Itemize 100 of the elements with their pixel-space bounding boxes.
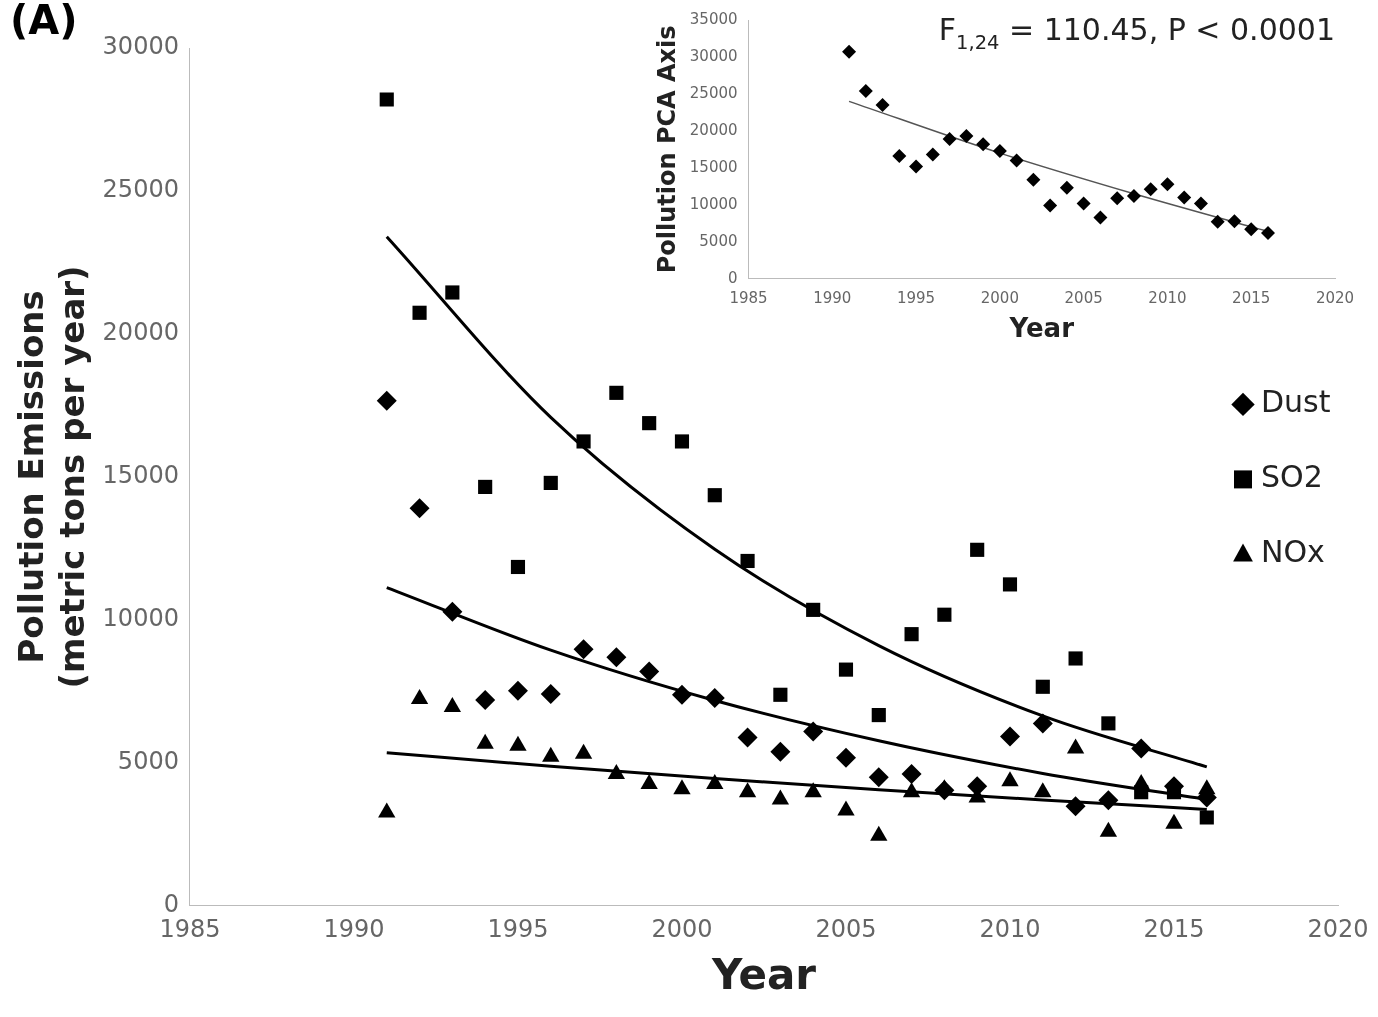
point — [1001, 771, 1019, 787]
y-tick-label: 5000 — [117, 747, 179, 776]
point — [673, 779, 691, 795]
x-tick-label: 2000 — [651, 915, 713, 944]
point — [542, 746, 560, 762]
legend-label: NOx — [1261, 534, 1325, 570]
point — [507, 680, 528, 701]
point — [607, 763, 626, 779]
point — [892, 149, 907, 164]
point — [1076, 196, 1091, 211]
y-tick-label: 10000 — [689, 194, 738, 213]
point — [925, 147, 940, 162]
point — [901, 763, 922, 784]
point — [704, 687, 725, 708]
y-tick-label: 25000 — [102, 175, 179, 204]
point — [870, 825, 888, 841]
y-tick-label: 15000 — [102, 461, 179, 490]
y-tick-label: 10000 — [102, 604, 179, 633]
point — [543, 475, 558, 490]
point — [1165, 813, 1183, 829]
x-tick-label: 1995 — [896, 288, 936, 307]
chart-title: (A) — [10, 0, 78, 44]
point — [1260, 225, 1275, 240]
point — [804, 782, 822, 798]
x-tick-label: 1995 — [487, 915, 549, 944]
point — [674, 434, 690, 449]
point — [909, 159, 924, 174]
point — [1110, 191, 1125, 206]
point — [1002, 577, 1018, 592]
point — [902, 782, 921, 798]
point — [1131, 738, 1152, 759]
point — [445, 285, 460, 300]
point — [1026, 172, 1041, 187]
point — [942, 132, 957, 147]
x-tick-label: 1990 — [813, 288, 852, 307]
point — [976, 137, 991, 152]
point — [1101, 716, 1116, 731]
point — [770, 741, 791, 762]
x-tick-label: 2010 — [1148, 288, 1187, 307]
point — [934, 780, 955, 801]
point — [410, 689, 429, 705]
point — [837, 800, 855, 816]
point — [1034, 782, 1052, 798]
point — [842, 44, 857, 59]
point — [707, 488, 722, 503]
point — [937, 607, 952, 622]
point — [573, 639, 594, 660]
point — [740, 553, 755, 569]
point — [738, 782, 757, 798]
point — [806, 602, 821, 617]
x-tick-label: 2005 — [1064, 288, 1103, 307]
point — [1066, 738, 1085, 754]
point — [1009, 153, 1024, 168]
y-tick-label: 0 — [727, 268, 738, 287]
point — [1193, 196, 1208, 211]
point — [858, 83, 873, 98]
point — [1244, 222, 1259, 237]
point — [475, 689, 496, 710]
point — [671, 684, 692, 705]
point — [1126, 188, 1141, 203]
point — [868, 767, 889, 788]
point — [378, 802, 396, 818]
point — [609, 385, 624, 400]
x-tick-label: 2020 — [1307, 915, 1369, 944]
x-tick-label: 2010 — [979, 915, 1041, 944]
point — [1098, 790, 1119, 811]
point — [1035, 679, 1050, 694]
point — [803, 721, 824, 742]
point — [1065, 796, 1086, 817]
point — [1177, 190, 1192, 205]
point — [1043, 198, 1058, 213]
point — [409, 498, 430, 519]
point — [509, 735, 527, 751]
y-tick-label: 30000 — [689, 46, 738, 65]
point — [1068, 651, 1083, 666]
point — [576, 434, 591, 449]
point — [871, 708, 886, 723]
y-tick-label: 20000 — [689, 120, 738, 139]
point — [773, 687, 788, 702]
y-tick-label: 20000 — [102, 318, 179, 347]
point — [1093, 210, 1108, 225]
point — [771, 789, 790, 805]
point — [1143, 182, 1158, 197]
x-tick-label: 2015 — [1232, 288, 1271, 307]
legend-label: SO2 — [1261, 459, 1323, 495]
point — [838, 662, 854, 677]
x-tick-label: 2005 — [815, 915, 877, 944]
point — [639, 661, 660, 682]
point — [478, 479, 493, 494]
point — [574, 743, 593, 759]
point — [510, 559, 526, 575]
point — [476, 733, 494, 749]
point — [1227, 214, 1242, 229]
point — [967, 776, 988, 797]
point — [970, 542, 985, 557]
point — [540, 683, 561, 704]
point — [606, 647, 627, 668]
point — [443, 697, 462, 713]
point — [412, 305, 427, 320]
point — [904, 627, 919, 642]
